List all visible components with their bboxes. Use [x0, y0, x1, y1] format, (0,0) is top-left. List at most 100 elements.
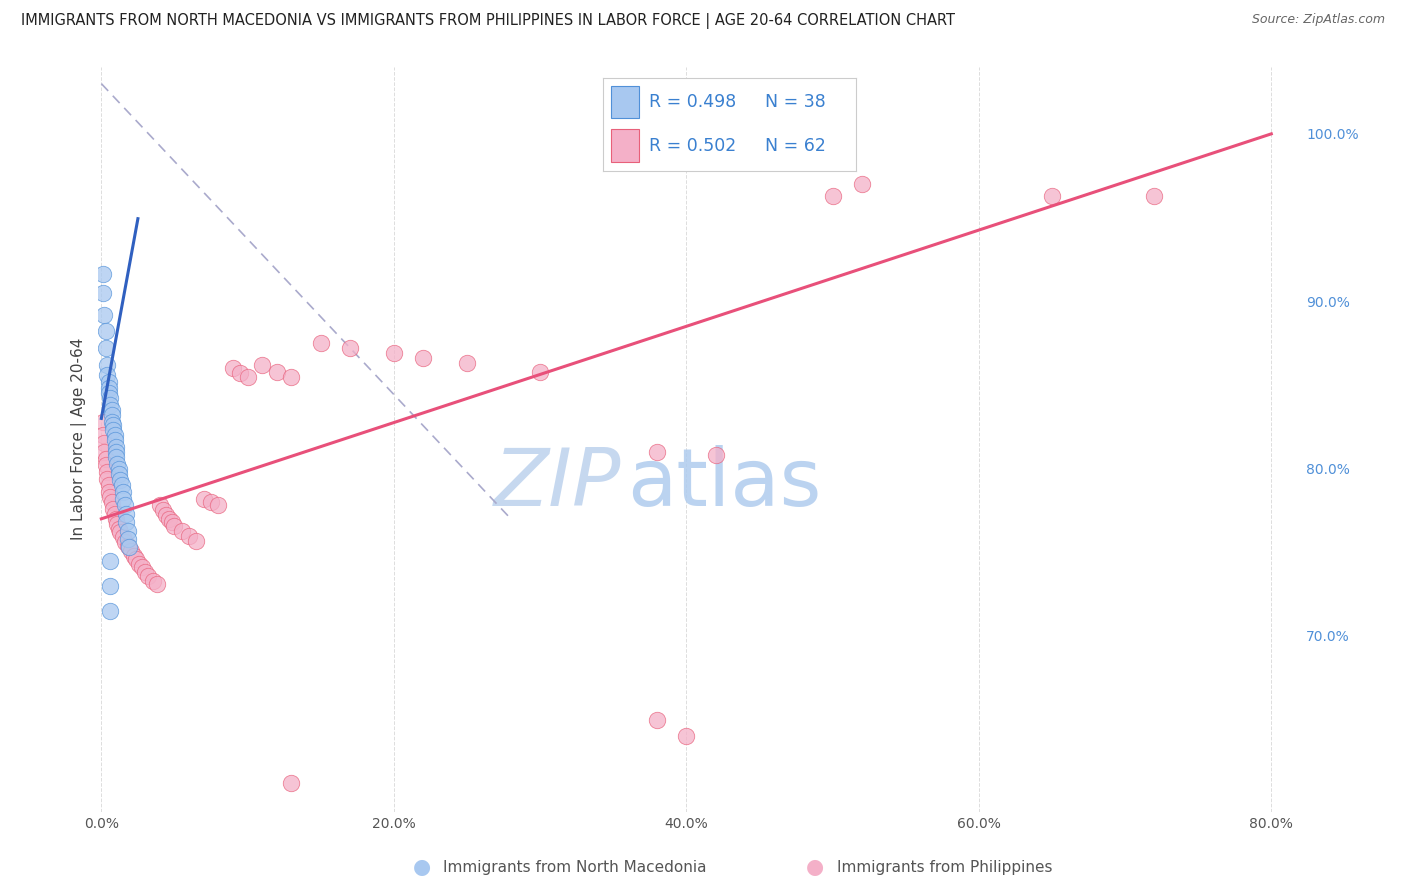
Point — [107, 516, 129, 531]
Point — [112, 530, 135, 544]
Text: Immigrants from North Macedonia: Immigrants from North Macedonia — [443, 860, 706, 874]
Point — [704, 448, 727, 462]
Point — [114, 499, 136, 513]
Point — [134, 566, 156, 580]
Point — [91, 268, 114, 282]
Point — [280, 776, 302, 790]
Point — [96, 358, 118, 372]
Point — [821, 188, 844, 202]
Point — [103, 433, 125, 447]
Point — [111, 478, 134, 492]
Point — [117, 524, 139, 538]
Point — [851, 177, 873, 191]
Point — [309, 336, 332, 351]
Point — [93, 308, 115, 322]
Point — [104, 440, 127, 454]
Point — [98, 490, 121, 504]
Point — [96, 368, 118, 382]
Point — [100, 408, 122, 422]
Point — [91, 285, 114, 300]
Point — [98, 398, 121, 412]
Point — [97, 485, 120, 500]
Point — [1143, 188, 1166, 202]
Point — [94, 458, 117, 473]
Point — [117, 539, 139, 553]
Point — [114, 535, 136, 549]
Point — [222, 361, 245, 376]
Point — [101, 418, 124, 433]
Point — [382, 346, 405, 360]
Point — [193, 491, 215, 506]
Point — [149, 499, 172, 513]
Point — [104, 450, 127, 464]
Bar — [610, 129, 638, 161]
Point — [131, 560, 153, 574]
Point — [101, 501, 124, 516]
Text: R = 0.502: R = 0.502 — [648, 136, 735, 154]
Text: IMMIGRANTS FROM NORTH MACEDONIA VS IMMIGRANTS FROM PHILIPPINES IN LABOR FORCE | : IMMIGRANTS FROM NORTH MACEDONIA VS IMMIG… — [21, 13, 955, 29]
Point — [115, 507, 138, 521]
Point — [104, 512, 127, 526]
Point — [120, 543, 142, 558]
Point — [645, 445, 668, 459]
Point — [100, 495, 122, 509]
Text: N = 38: N = 38 — [765, 93, 825, 111]
Point — [97, 386, 120, 401]
Point — [146, 577, 169, 591]
Y-axis label: In Labor Force | Age 20-64: In Labor Force | Age 20-64 — [72, 338, 87, 541]
Point — [91, 428, 114, 442]
Point — [91, 415, 114, 429]
Point — [96, 465, 118, 479]
Point — [101, 423, 124, 437]
Point — [122, 549, 145, 563]
Point — [97, 375, 120, 389]
Point — [98, 554, 121, 568]
Point — [108, 522, 131, 536]
Point — [103, 507, 125, 521]
Point — [412, 351, 434, 365]
Point — [117, 532, 139, 546]
Point — [236, 369, 259, 384]
Point — [163, 518, 186, 533]
Point — [108, 461, 131, 475]
Point — [97, 381, 120, 395]
Point — [200, 495, 222, 509]
Point — [1040, 188, 1063, 202]
Point — [115, 515, 138, 529]
Point — [645, 713, 668, 727]
Point — [155, 508, 177, 523]
Point — [98, 579, 121, 593]
Point — [266, 365, 288, 379]
Point — [98, 604, 121, 618]
Point — [100, 415, 122, 429]
Point — [107, 457, 129, 471]
Point — [110, 473, 132, 487]
Text: ZIP: ZIP — [494, 445, 621, 523]
Point — [94, 341, 117, 355]
Point — [103, 428, 125, 442]
Point — [128, 557, 150, 571]
Point — [96, 472, 118, 486]
Point — [152, 503, 174, 517]
Text: atlas: atlas — [627, 445, 821, 523]
Text: Source: ZipAtlas.com: Source: ZipAtlas.com — [1251, 13, 1385, 27]
Point — [94, 451, 117, 466]
Point — [100, 403, 122, 417]
Point — [93, 436, 115, 450]
Point — [177, 528, 200, 542]
Text: N = 62: N = 62 — [765, 136, 825, 154]
Point — [186, 533, 208, 548]
Point — [118, 541, 141, 555]
Point — [170, 524, 193, 538]
Point — [94, 324, 117, 338]
Point — [529, 365, 551, 379]
Point — [456, 356, 478, 370]
Point — [93, 445, 115, 459]
Point — [207, 499, 229, 513]
Point — [250, 358, 273, 372]
Point — [104, 445, 127, 459]
Point — [98, 392, 121, 406]
Point — [141, 574, 163, 588]
Text: ●: ● — [807, 857, 824, 877]
Point — [110, 525, 132, 540]
